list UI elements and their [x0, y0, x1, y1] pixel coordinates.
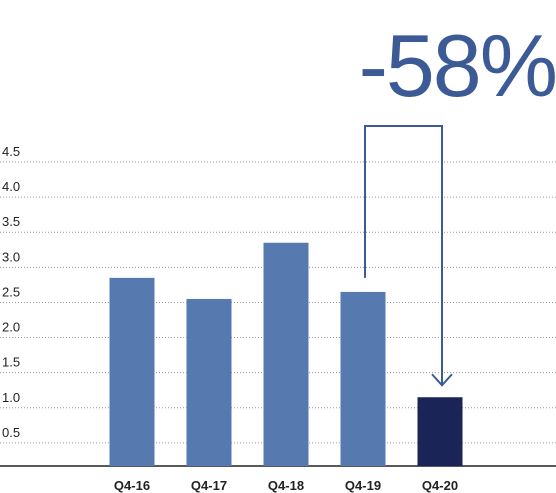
y-tick-label: 3.0 [2, 249, 20, 264]
bar-q4-18 [263, 242, 309, 466]
bar-q4-19 [340, 291, 386, 466]
arrow-head-icon [431, 373, 453, 387]
bar-q4-16 [109, 277, 155, 466]
y-tick-label: 2.0 [2, 320, 20, 335]
y-tick-label: 0.5 [2, 425, 20, 440]
x-tick-label: Q4-16 [114, 478, 150, 493]
y-tick-label: 1.5 [2, 355, 20, 370]
x-tick-label: Q4-20 [422, 478, 458, 493]
y-tick-label: 3.5 [2, 214, 20, 229]
x-tick-label: Q4-19 [345, 478, 381, 493]
y-tick-label: 4.5 [2, 144, 20, 159]
y-tick-label: 4.0 [2, 179, 20, 194]
bar-q4-20 [417, 397, 463, 466]
y-tick-label: 1.0 [2, 390, 20, 405]
change-headline: -58% [359, 16, 556, 115]
bars [109, 242, 463, 466]
x-tick-label: Q4-18 [268, 478, 304, 493]
x-tick-label: Q4-17 [191, 478, 227, 493]
arrow-line [364, 125, 443, 386]
labels: 0.5 1.0 1.5 2.0 2.5 3.0 3.5 4.0 4.5 Q4-16 Q4-17 Q4-… [2, 144, 458, 493]
y-tick-label: 2.5 [2, 284, 20, 299]
bar-q4-17 [186, 298, 232, 466]
change-arrow [364, 125, 453, 387]
